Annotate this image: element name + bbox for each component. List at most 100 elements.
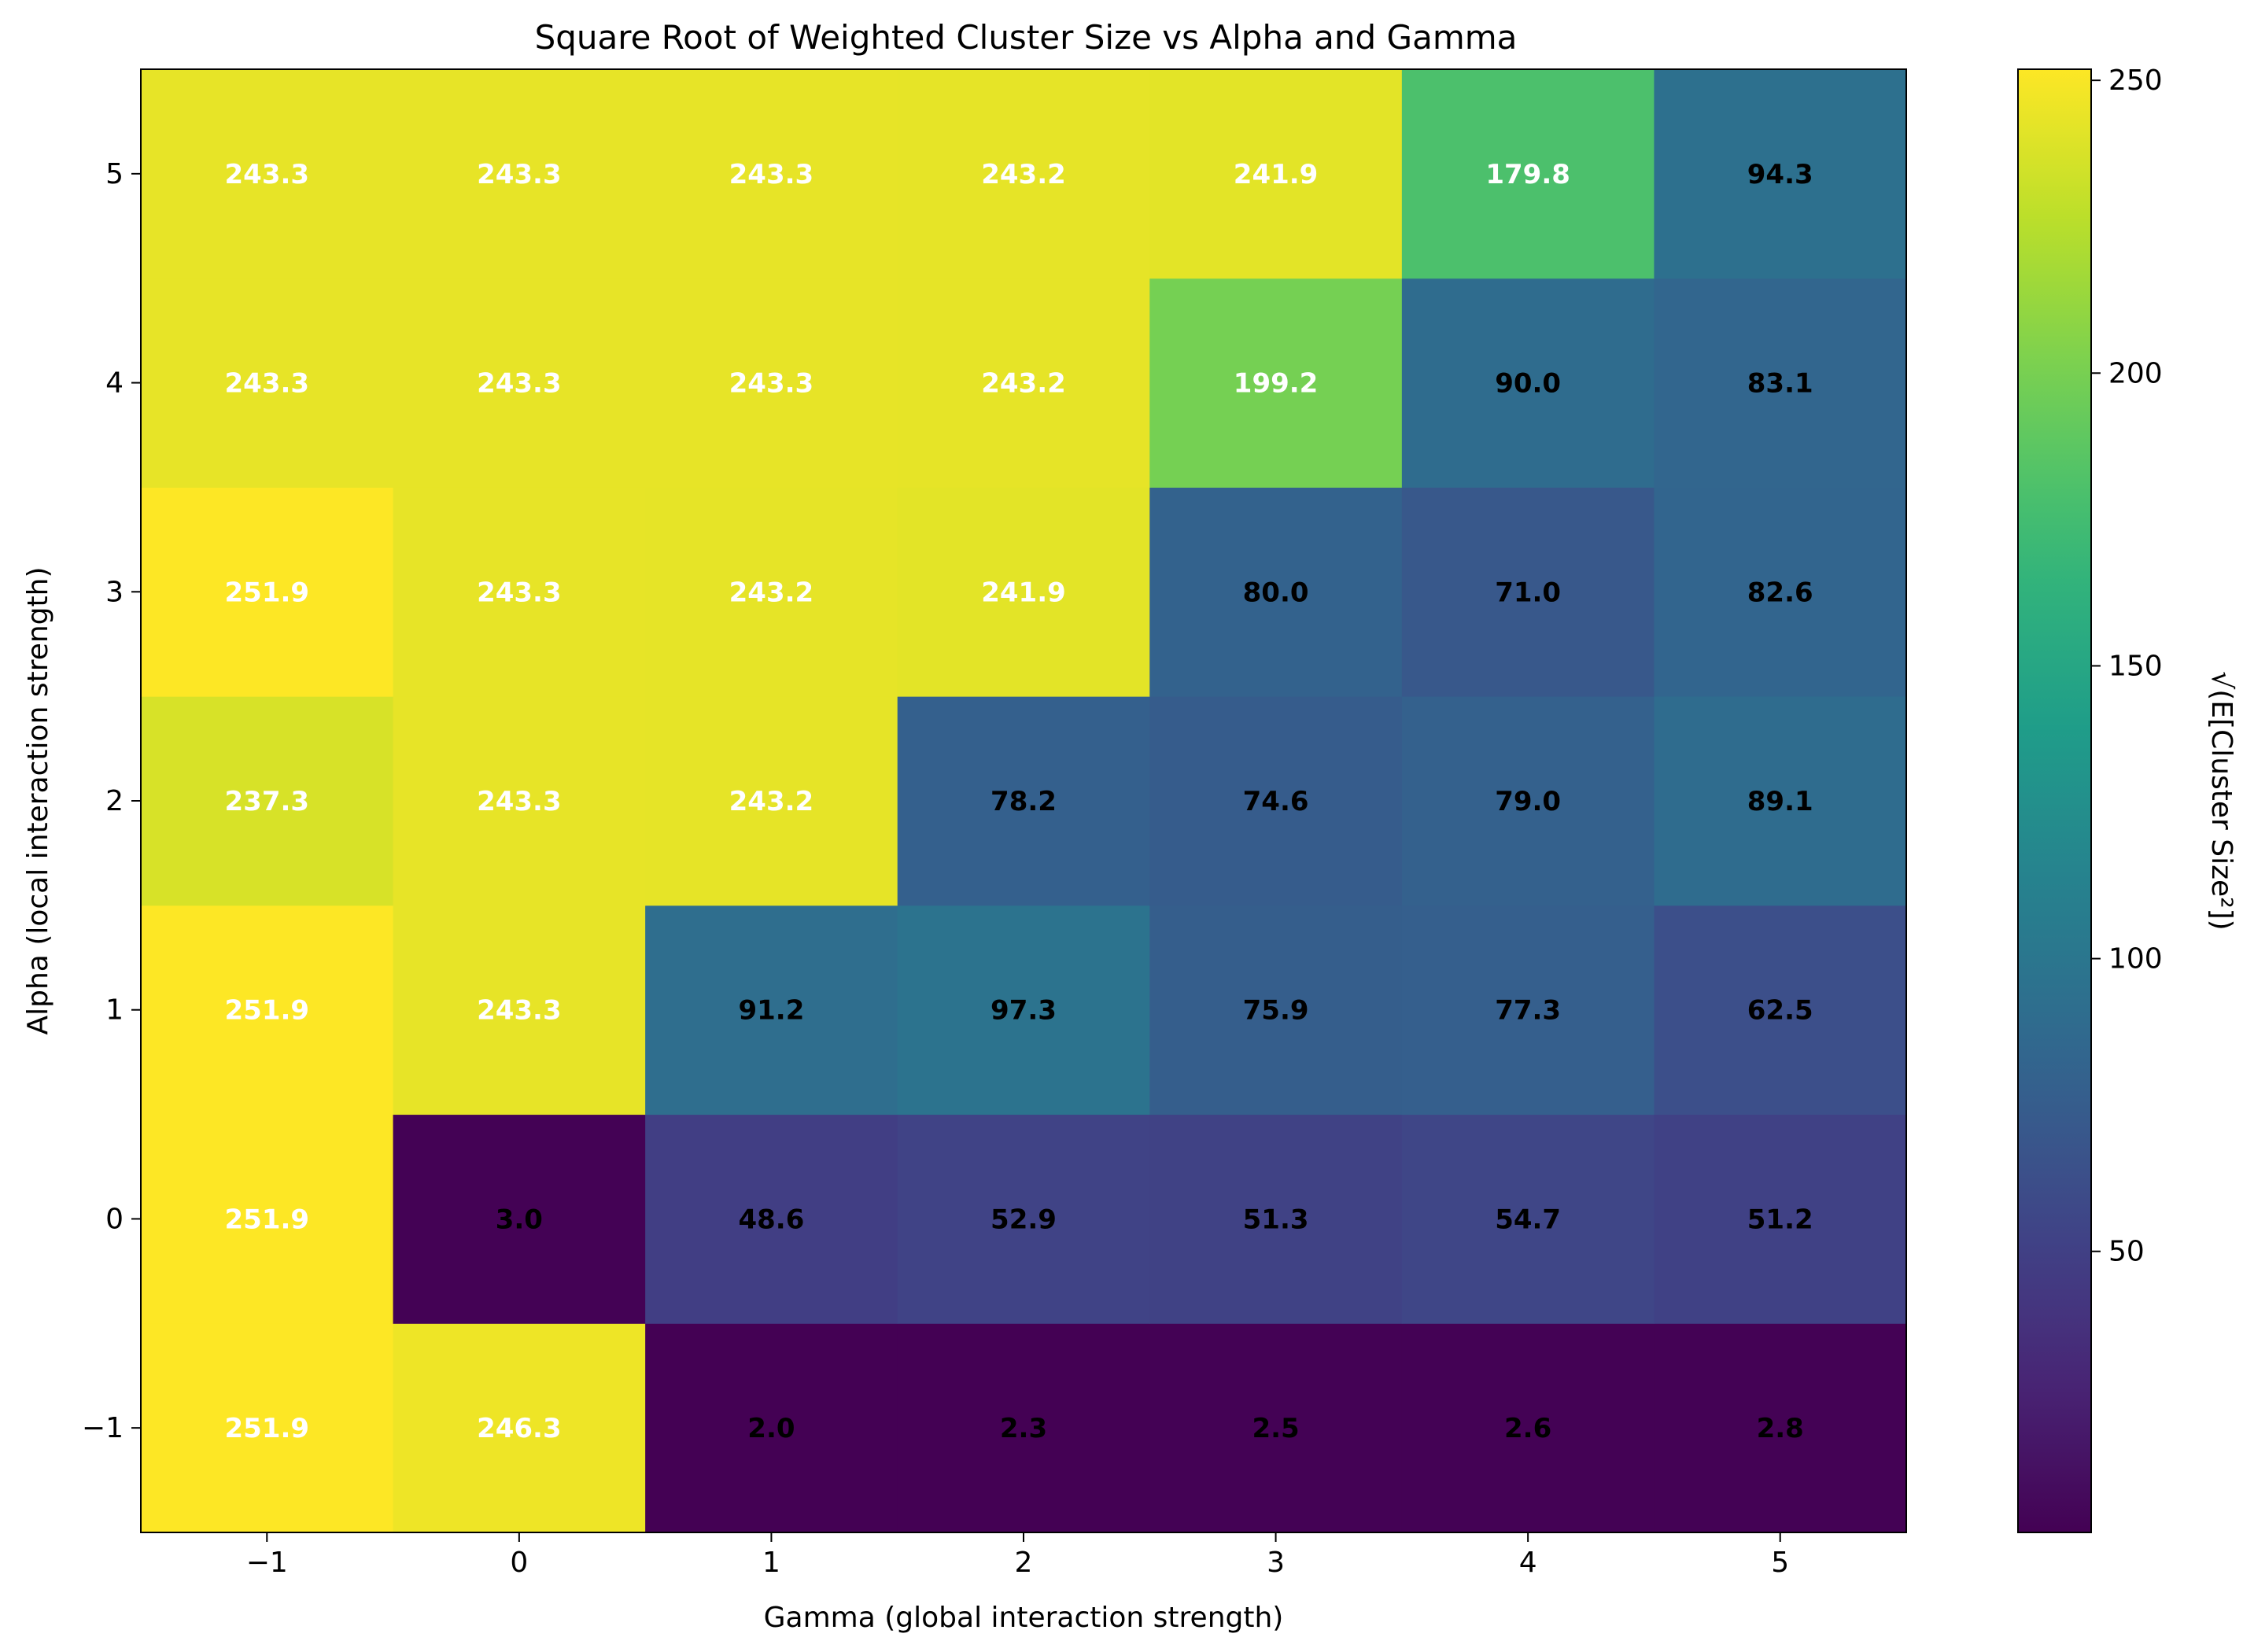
heatmap-cell xyxy=(1654,1114,1907,1324)
cell-value-label: 3.0 xyxy=(496,1204,543,1235)
colorbar-label: √(E[Cluster Size²]) xyxy=(2205,671,2237,930)
heatmap-cell xyxy=(645,696,898,906)
colorbar-tick-label: 200 xyxy=(2108,357,2163,389)
cell-value-label: 251.9 xyxy=(225,1413,310,1444)
heatmap-cell xyxy=(393,487,646,697)
heatmap-cell xyxy=(1149,1323,1403,1533)
y-tick-label: 2 xyxy=(105,785,124,817)
colorbar-tick-label: 100 xyxy=(2108,943,2163,975)
heatmap-cell xyxy=(1401,487,1655,697)
heatmap-cell xyxy=(645,69,898,279)
heatmap-cell xyxy=(645,1114,898,1324)
cell-value-label: 243.3 xyxy=(477,577,562,608)
heatmap-cell xyxy=(897,1114,1150,1324)
cell-value-label: 243.2 xyxy=(729,786,814,817)
cell-value-label: 243.2 xyxy=(981,368,1066,400)
heatmap-cell xyxy=(897,69,1150,279)
cell-value-label: 241.9 xyxy=(981,577,1066,608)
cell-value-label: 48.6 xyxy=(738,1204,804,1235)
heatmap-cell xyxy=(393,696,646,906)
cell-value-labels: 251.9 246.3 2.0 2.3 2.5 2.6 2.8 251.9 3.0 48.6 52.… xyxy=(225,159,1813,1444)
cell-value-label: 2.6 xyxy=(1504,1413,1551,1444)
heatmap-cell xyxy=(1654,487,1907,697)
y-tick-label: 1 xyxy=(105,994,124,1027)
colorbar-tick-label: 50 xyxy=(2108,1236,2145,1268)
cell-value-label: 78.2 xyxy=(991,786,1057,817)
cell-value-label: 243.2 xyxy=(981,159,1066,190)
x-tick-label: 4 xyxy=(1519,1547,1537,1579)
cell-value-label: 243.3 xyxy=(729,368,814,400)
heatmap-cell xyxy=(897,278,1150,488)
heatmap-cell xyxy=(141,278,394,488)
cell-value-label: 237.3 xyxy=(225,786,310,817)
x-tick-label: 3 xyxy=(1267,1547,1285,1579)
cell-value-label: 51.2 xyxy=(1747,1204,1813,1235)
x-tick-label: 1 xyxy=(762,1547,780,1579)
heatmap-cell xyxy=(141,905,394,1115)
heatmap-cell xyxy=(1149,69,1403,279)
heatmap-cell xyxy=(1149,696,1403,906)
colorbar-tick-label: 150 xyxy=(2108,650,2163,682)
x-axis-label: Gamma (global interaction strength) xyxy=(764,1602,1284,1634)
heatmap-cells xyxy=(141,69,1907,1533)
heatmap-cell xyxy=(1149,487,1403,697)
cell-value-label: 54.7 xyxy=(1495,1204,1561,1235)
colorbar xyxy=(2017,68,2092,1533)
cell-value-label: 94.3 xyxy=(1747,159,1813,190)
cell-value-label: 89.1 xyxy=(1747,786,1813,817)
cell-value-label: 241.9 xyxy=(1234,159,1319,190)
cell-value-label: 243.3 xyxy=(225,368,310,400)
colorbar-ticks: 50 100 150 200 250 xyxy=(2091,65,2163,1268)
y-axis-ticks: −1 0 1 2 3 4 5 xyxy=(82,158,141,1444)
heatmap-cell xyxy=(1654,1323,1907,1533)
heatmap-cell xyxy=(141,487,394,697)
cell-value-label: 243.3 xyxy=(225,159,310,190)
heatmap-cell xyxy=(645,905,898,1115)
heatmap-cell xyxy=(1654,278,1907,488)
heatmap-cell xyxy=(1149,278,1403,488)
x-tick-label: 2 xyxy=(1015,1547,1033,1579)
heatmap-cell xyxy=(1401,69,1655,279)
cell-value-label: 251.9 xyxy=(225,577,310,608)
x-tick-label: 0 xyxy=(510,1547,528,1579)
cell-value-label: 91.2 xyxy=(738,995,804,1027)
heatmap-cell xyxy=(1149,1114,1403,1324)
heatmap-cell xyxy=(1401,696,1655,906)
heatmap-cell xyxy=(393,905,646,1115)
x-axis-ticks: −1 0 1 2 3 4 5 xyxy=(246,1532,1789,1579)
heatmap-cell xyxy=(141,696,394,906)
y-tick-label: 0 xyxy=(105,1203,124,1235)
cell-value-label: 2.8 xyxy=(1757,1413,1804,1444)
heatmap-cell xyxy=(393,1114,646,1324)
y-tick-label: 3 xyxy=(105,576,124,608)
heatmap-cell xyxy=(645,278,898,488)
heatmap-cell xyxy=(1654,696,1907,906)
cell-value-label: 51.3 xyxy=(1243,1204,1309,1235)
cell-value-label: 243.3 xyxy=(729,159,814,190)
cell-value-label: 243.3 xyxy=(477,368,562,400)
colorbar-tick-label: 250 xyxy=(2108,65,2163,97)
cell-value-label: 246.3 xyxy=(477,1413,562,1444)
cell-value-label: 2.0 xyxy=(747,1413,795,1444)
cell-value-label: 243.2 xyxy=(729,577,814,608)
y-tick-label: −1 xyxy=(82,1412,124,1444)
x-tick-label: 5 xyxy=(1771,1547,1789,1579)
heatmap-cell xyxy=(141,69,394,279)
heatmap-cell xyxy=(1149,905,1403,1115)
x-tick-label: −1 xyxy=(246,1547,288,1579)
cell-value-label: 62.5 xyxy=(1747,995,1813,1027)
heatmap-cell xyxy=(897,1323,1150,1533)
cell-value-label: 52.9 xyxy=(991,1204,1057,1235)
cell-value-label: 243.3 xyxy=(477,159,562,190)
cell-value-label: 77.3 xyxy=(1495,995,1561,1027)
cell-value-label: 2.5 xyxy=(1252,1413,1299,1444)
cell-value-label: 199.2 xyxy=(1234,368,1319,400)
heatmap-cell xyxy=(897,487,1150,697)
heatmap-cell xyxy=(393,1323,646,1533)
cell-value-label: 251.9 xyxy=(225,995,310,1027)
heatmap-cell xyxy=(393,278,646,488)
chart-title: Square Root of Weighted Cluster Size vs … xyxy=(535,18,1518,57)
heatmap-cell xyxy=(141,1323,394,1533)
y-tick-label: 5 xyxy=(105,158,124,190)
cell-value-label: 79.0 xyxy=(1495,786,1561,817)
